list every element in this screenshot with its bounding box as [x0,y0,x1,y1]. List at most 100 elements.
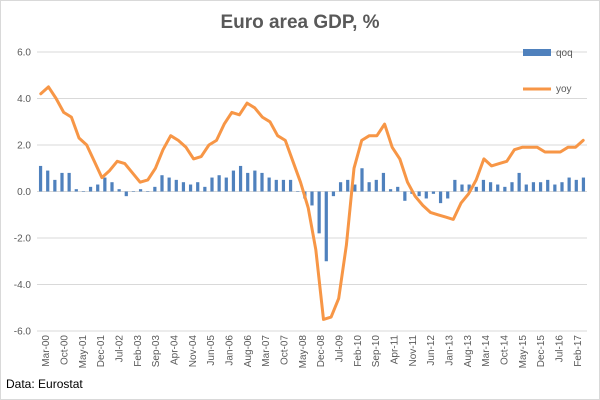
x-tick-label: Feb-03 [133,335,144,367]
qoq-bar [546,179,550,192]
x-tick-label: May-08 [298,335,309,369]
x-tick-label: Jun-12 [426,335,437,366]
qoq-bar [110,182,114,192]
qoq-bar [53,179,57,192]
qoq-bar [481,179,486,192]
qoq-bar [131,191,136,192]
qoq-bar [446,191,450,199]
x-tick-label: Sep-03 [151,335,162,368]
x-tick-label: Nov-11 [408,335,419,367]
qoq-bar [510,182,514,192]
x-tick-label: Dec-08 [316,335,327,368]
qoq-bar [60,172,64,192]
qoq-bar [46,170,50,192]
qoq-bar [138,189,143,192]
qoq-bar [296,191,300,192]
qoq-bar [196,182,200,192]
x-tick-label: Aug-06 [243,335,254,368]
qoq-bar [146,191,150,192]
x-tick-label: Jul-16 [555,335,566,363]
qoq-bar [88,186,93,192]
qoq-bar [331,191,336,197]
yoy-line [39,85,585,321]
x-tick-label: Mar-07 [261,335,272,367]
qoq-bar [96,184,100,192]
qoq-bar [238,165,243,192]
qoq-bar [167,177,171,192]
qoq-bar [438,191,443,204]
legend: qoq yoy [523,48,573,95]
x-tick-label: Oct-07 [280,335,291,365]
qoq-bar [338,182,343,192]
y-tick-label: 6.0 [17,48,31,59]
qoq-bar [260,172,264,192]
legend-qoq-swatch [523,49,551,56]
qoq-bar [517,172,521,192]
qoq-bar [453,179,457,192]
qoq-bar [346,179,350,192]
x-tick-label: Sep-10 [371,335,382,368]
qoq-bar [267,177,271,192]
qoq-bar [246,172,250,192]
legend-qoq-label: qoq [556,48,573,59]
qoq-bar [360,168,364,192]
qoq-bar [367,182,371,192]
y-axis: 6.0 4.0 2.0 0.0 -2.0 -4.0 -6.0 [14,48,32,338]
x-tick-label: Feb-10 [353,335,364,367]
qoq-bar [553,184,557,192]
qoq-bar [274,179,278,192]
x-tick-label: Jan-13 [445,335,456,366]
y-tick-label: -2.0 [14,234,32,245]
qoq-bar [217,175,221,192]
x-tick-label: Aug-13 [463,335,474,368]
yoy-line-path [39,85,585,321]
grid-lines [37,51,587,332]
x-tick-label: Jan-06 [225,335,236,366]
qoq-bar [381,172,386,192]
qoq-bar [531,182,536,192]
data-source: Data: Eurostat [6,377,83,391]
qoq-bar [310,191,314,206]
qoq-bar [324,191,328,262]
y-tick-label: 2.0 [17,141,31,152]
qoq-bar [317,191,321,234]
qoq-bar [467,184,471,192]
qoq-bar [567,177,571,192]
qoq-bar [396,186,400,192]
x-tick-label: Mar-00 [41,335,52,367]
x-tick-label: Oct-00 [60,335,71,365]
qoq-bar [203,186,207,192]
qoq-bar [524,184,528,192]
qoq-bar [424,191,428,199]
qoq-bar [388,189,393,192]
qoq-bar [153,186,157,192]
qoq-bar [538,182,543,192]
qoq-bar [210,177,214,192]
y-tick-label: -6.0 [14,327,32,338]
x-tick-label: Mar-14 [481,335,492,367]
qoq-bar [103,177,107,192]
x-tick-label: Jul-02 [115,335,126,363]
qoq-bar [160,175,164,192]
qoq-bar [288,179,293,192]
legend-yoy-label: yoy [556,84,572,95]
qoq-bar [460,184,464,192]
qoq-bar [560,182,564,192]
qoq-bar [417,191,421,197]
qoq-bar [74,189,78,192]
x-tick-label: Feb-17 [573,335,584,367]
qoq-bar [38,165,43,192]
qoq-bar [174,179,178,192]
qoq-bar [574,179,578,192]
qoq-bar [431,191,436,194]
qoq-bar [403,191,407,201]
qoq-bar [81,191,86,192]
x-tick-label: Apr-11 [390,335,401,365]
qoq-bar [474,186,478,192]
chart-title: Euro area GDP, % [220,12,380,33]
qoq-bar [181,182,186,192]
qoq-bar [117,189,121,192]
qoq-bar [496,184,500,192]
